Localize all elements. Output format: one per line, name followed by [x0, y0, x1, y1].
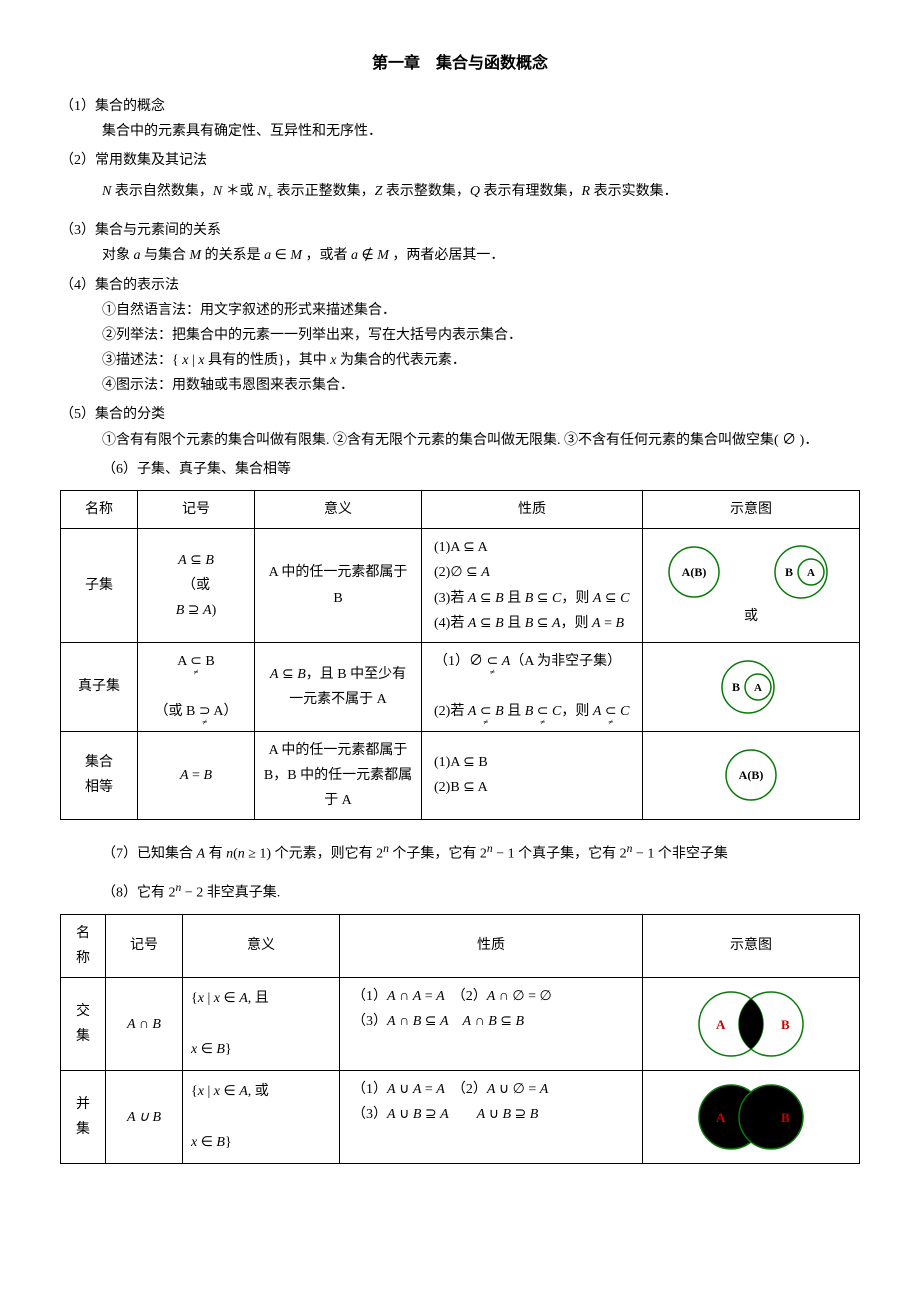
t1-cell-notation: A = B: [138, 731, 255, 820]
t2-h-meaning: 意义: [183, 914, 340, 977]
t1-cell-notation: A ⊆ B（或B ⊇ A): [138, 529, 255, 643]
venn-or-label: 或: [651, 604, 851, 629]
section-4: （4）集合的表示法 ①自然语言法：用文字叙述的形式来描述集合． ②列举法：把集合…: [60, 273, 860, 399]
t2-cell-props: （1）A ∩ A = A （2）A ∩ ∅ = ∅（3）A ∩ B ⊆ A A …: [340, 978, 643, 1071]
s4-heading: 集合的表示法: [95, 278, 179, 293]
venn-union-icon: A B: [676, 1077, 826, 1157]
t1-cell-props: (1)A ⊆ B(2)B ⊆ A: [422, 731, 643, 820]
t2-h-props: 性质: [340, 914, 643, 977]
table-row: 集合相等 A = B A 中的任一元素都属于 B，B 中的任一元素都属于 A (…: [61, 731, 860, 820]
t2-cell-notation: A ∪ B: [106, 1071, 183, 1164]
svg-text:A: A: [754, 682, 762, 694]
t2-cell-meaning: {x | x ∈ A, 且x ∈ B}: [183, 978, 340, 1071]
s5-body: ①含有有限个元素的集合叫做有限集. ②含有无限个元素的集合叫做无限集. ③不含有…: [60, 428, 860, 453]
svg-text:A: A: [716, 1017, 726, 1032]
svg-text:B: B: [781, 1017, 790, 1032]
s4-l2: ②列举法：把集合中的元素一一列举出来，写在大括号内表示集合．: [60, 323, 860, 348]
t2-cell-name: 交集: [61, 978, 106, 1071]
venn-equal-icon: A(B): [654, 542, 734, 602]
s5-num: （5）: [60, 407, 95, 422]
table-operations: 名称 记号 意义 性质 示意图 交集 A ∩ B {x | x ∈ A, 且x …: [60, 914, 860, 1164]
t1-h-venn: 示意图: [643, 491, 860, 529]
t1-h-name: 名称: [61, 491, 138, 529]
s4-l4: ④图示法：用数轴或韦恩图来表示集合．: [60, 373, 860, 398]
section-5: （5）集合的分类 ①含有有限个元素的集合叫做有限集. ②含有无限个元素的集合叫做…: [60, 402, 860, 452]
venn-subset-pair: A(B) B A: [651, 542, 851, 602]
page-title: 第一章 集合与函数概念: [60, 50, 860, 79]
t1-cell-venn: A(B) B A 或: [643, 529, 860, 643]
s4-num: （4）: [60, 278, 95, 293]
section-2: （2）常用数集及其记法 N 表示自然数集，N ＊或 N+ 表示正整数集，Z 表示…: [60, 148, 860, 206]
s3-heading: 集合与元素间的关系: [95, 223, 221, 238]
t2-cell-meaning: {x | x ∈ A, 或x ∈ B}: [183, 1071, 340, 1164]
venn-proper-subset-icon: B A: [706, 657, 796, 717]
venn-proper-subset-icon: B A: [759, 542, 849, 602]
s1-body: 集合中的元素具有确定性、互异性和无序性．: [60, 119, 860, 144]
t1-h-notation: 记号: [138, 491, 255, 529]
t2-cell-name: 并集: [61, 1071, 106, 1164]
t1-cell-props: （1）∅ ⊂ A（A 为非空子集）(2)若 A ⊂ B 且 B ⊂ C，则 A …: [422, 642, 643, 731]
table-row: 真子集 A ⊂ B（或 B ⊃ A） A ⊆ B，且 B 中至少有一元素不属于 …: [61, 642, 860, 731]
s4-l3: ③描述法：{ x | x 具有的性质}，其中 x 为集合的代表元素．: [60, 348, 860, 373]
t2-cell-venn: A B: [643, 1071, 860, 1164]
t1-cell-meaning: A 中的任一元素都属于 B，B 中的任一元素都属于 A: [255, 731, 422, 820]
t1-cell-name: 集合相等: [61, 731, 138, 820]
svg-text:A(B): A(B): [681, 565, 706, 579]
table-row: 子集 A ⊆ B（或B ⊇ A) A 中的任一元素都属于 B (1)A ⊆ A(…: [61, 529, 860, 643]
svg-text:B: B: [785, 565, 793, 579]
t1-cell-venn: A(B): [643, 731, 860, 820]
table1-header-row: 名称 记号 意义 性质 示意图: [61, 491, 860, 529]
svg-text:A: A: [807, 567, 815, 579]
s2-heading: 常用数集及其记法: [95, 153, 207, 168]
table-subsets: 名称 记号 意义 性质 示意图 子集 A ⊆ B（或B ⊇ A) A 中的任一元…: [60, 490, 860, 820]
t1-cell-name: 真子集: [61, 642, 138, 731]
t1-cell-meaning: A 中的任一元素都属于 B: [255, 529, 422, 643]
t2-cell-props: （1）A ∪ A = A （2）A ∪ ∅ = A（3）A ∪ B ⊇ A A …: [340, 1071, 643, 1164]
venn-intersection-icon: A B: [676, 984, 826, 1064]
section-7: （7）已知集合 A 有 n(n ≥ 1) 个元素，则它有 2n 个子集，它有 2…: [60, 838, 860, 867]
s1-num: （1）: [60, 99, 95, 114]
t1-h-props: 性质: [422, 491, 643, 529]
s5-heading: 集合的分类: [95, 407, 165, 422]
t1-cell-name: 子集: [61, 529, 138, 643]
s6-num: （6）: [102, 462, 137, 477]
t1-cell-meaning: A ⊆ B，且 B 中至少有一元素不属于 A: [255, 642, 422, 731]
svg-text:A(B): A(B): [739, 768, 764, 782]
table-row: 并集 A ∪ B {x | x ∈ A, 或x ∈ B} （1）A ∪ A = …: [61, 1071, 860, 1164]
t2-cell-notation: A ∩ B: [106, 978, 183, 1071]
t2-h-name: 名称: [61, 914, 106, 977]
t1-cell-notation: A ⊂ B（或 B ⊃ A）: [138, 642, 255, 731]
t1-h-meaning: 意义: [255, 491, 422, 529]
s3-num: （3）: [60, 223, 95, 238]
section-1: （1）集合的概念 集合中的元素具有确定性、互异性和无序性．: [60, 94, 860, 144]
s3-body: 对象 a 与集合 M 的关系是 a ∈ M ，或者 a ∉ M ，两者必居其一．: [60, 243, 860, 268]
t1-cell-props: (1)A ⊆ A(2)∅ ⊆ A(3)若 A ⊆ B 且 B ⊆ C，则 A ⊆…: [422, 529, 643, 643]
s1-heading: 集合的概念: [95, 99, 165, 114]
section-3: （3）集合与元素间的关系 对象 a 与集合 M 的关系是 a ∈ M ，或者 a…: [60, 218, 860, 268]
t1-cell-venn: B A: [643, 642, 860, 731]
s2-num: （2）: [60, 153, 95, 168]
table-row: 交集 A ∩ B {x | x ∈ A, 且x ∈ B} （1）A ∩ A = …: [61, 978, 860, 1071]
s7-num: （7）: [102, 847, 137, 862]
s2-body: N 表示自然数集，N ＊或 N+ 表示正整数集，Z 表示整数集，Q 表示有理数集…: [60, 179, 860, 206]
section-8: （8）它有 2n − 2 非空真子集.: [60, 877, 860, 906]
t2-cell-venn: A B: [643, 978, 860, 1071]
svg-text:B: B: [781, 1110, 790, 1125]
table2-header-row: 名称 记号 意义 性质 示意图: [61, 914, 860, 977]
venn-equal-icon: A(B): [711, 745, 791, 805]
s8-num: （8）: [102, 886, 137, 901]
t2-h-notation: 记号: [106, 914, 183, 977]
s4-l1: ①自然语言法：用文字叙述的形式来描述集合．: [60, 298, 860, 323]
svg-text:B: B: [732, 680, 740, 694]
svg-text:A: A: [716, 1110, 726, 1125]
t2-h-venn: 示意图: [643, 914, 860, 977]
s6-heading: 子集、真子集、集合相等: [137, 462, 291, 477]
section-6: （6）子集、真子集、集合相等: [60, 457, 860, 482]
